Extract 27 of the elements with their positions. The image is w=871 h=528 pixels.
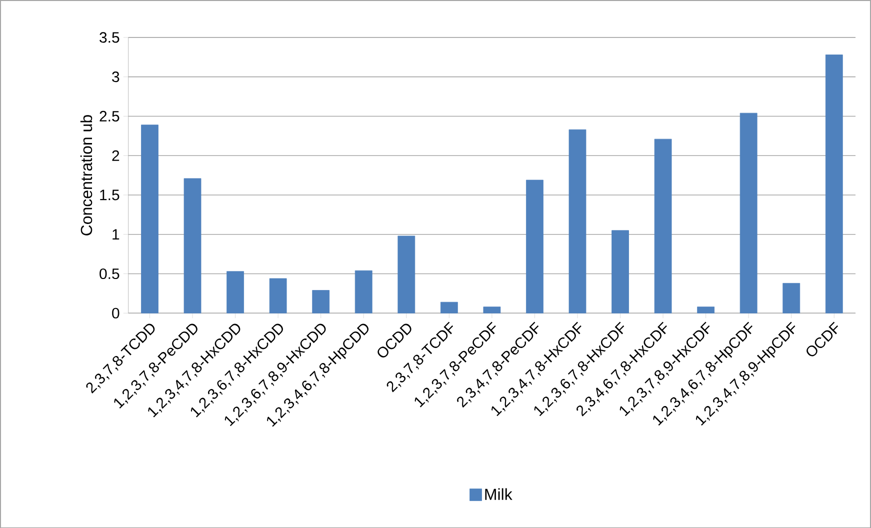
y-tick-label: 3 [112, 71, 120, 82]
y-tick-label: 2.5 [100, 110, 120, 122]
bar [612, 230, 629, 314]
bar [483, 306, 501, 314]
bar [354, 270, 372, 314]
y-tick-label: 3.5 [100, 32, 120, 43]
bar [440, 302, 458, 314]
bar [184, 178, 202, 314]
bar [398, 236, 416, 314]
legend-label: Milk [485, 488, 512, 500]
y-tick-label: 1 [112, 229, 120, 240]
bar [141, 124, 158, 314]
y-tick-label: 0 [112, 308, 120, 318]
bar [825, 54, 843, 314]
bar [312, 290, 330, 314]
bar [568, 129, 586, 314]
y-axis-title: Concentration ub [80, 114, 92, 236]
bar [526, 180, 544, 314]
y-tick-label: 1.5 [100, 190, 120, 200]
y-tick-label: 0.5 [100, 268, 120, 279]
bar [782, 282, 800, 314]
y-tick-label: 2 [112, 150, 120, 161]
bar [269, 278, 287, 314]
bar [740, 112, 758, 314]
bar [697, 306, 715, 314]
bar [226, 271, 244, 314]
bar [654, 138, 672, 314]
